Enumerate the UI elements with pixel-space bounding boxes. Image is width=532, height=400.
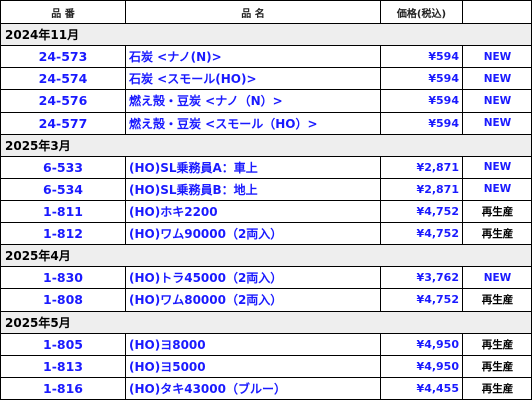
product-name-link[interactable]: (HO)SL乗務員A：車上 [125,155,381,179]
table-row: 24-576 燃え殻・豆炭 <ナノ（N）> ¥594 NEW [0,89,532,113]
status-badge: NEW [462,266,532,290]
product-code-link[interactable]: 24-577 [0,111,126,135]
header-name: 品 名 [125,0,381,25]
product-price: ¥594 [380,67,463,91]
product-price: ¥594 [380,89,463,113]
group-title: 2025年3月 [0,133,532,157]
product-price: ¥4,950 [380,354,463,378]
status-badge: 再生産 [462,332,532,356]
product-price: ¥2,871 [380,177,463,201]
table-row: 24-577 燃え殻・豆炭 <スモール（HO）> ¥594 NEW [0,111,532,135]
table-row: 24-573 石炭 <ナノ(N)> ¥594 NEW [0,45,532,69]
product-name-link[interactable]: 燃え殻・豆炭 <スモール（HO）> [125,111,381,135]
group-header-row: 2025年5月 [0,310,532,334]
product-price: ¥594 [380,111,463,135]
table-row: 6-533 (HO)SL乗務員A：車上 ¥2,871 NEW [0,155,532,179]
product-code-link[interactable]: 1-811 [0,199,126,224]
status-badge: NEW [462,67,532,91]
table-row: 1-812 (HO)ワム90000（2両入） ¥4,752 再生産 [0,222,532,246]
status-badge: 再生産 [462,376,532,400]
product-name-link[interactable]: 石炭 <スモール(HO)> [125,67,381,91]
product-code-link[interactable]: 1-830 [0,266,126,290]
header-code: 品 番 [0,0,126,25]
product-code-link[interactable]: 1-805 [0,332,126,356]
product-code-link[interactable]: 1-808 [0,288,126,312]
table-row: 24-574 石炭 <スモール(HO)> ¥594 NEW [0,67,532,91]
group-title: 2025年5月 [0,310,532,334]
product-code-link[interactable]: 24-574 [0,67,126,91]
product-name-link[interactable]: (HO)ホキ2200 [125,199,381,224]
group-header-row: 2025年4月 [0,244,532,268]
table-row: 1-816 (HO)タキ43000（ブルー） ¥4,455 再生産 [0,376,532,400]
group-header-row: 2024年11月 [0,23,532,47]
table-row: 1-813 (HO)ヨ5000 ¥4,950 再生産 [0,354,532,378]
product-name-link[interactable]: 石炭 <ナノ(N)> [125,45,381,69]
product-name-link[interactable]: (HO)ワム80000（2両入） [125,288,381,312]
product-code-link[interactable]: 24-573 [0,45,126,69]
product-code-link[interactable]: 6-534 [0,177,126,201]
status-badge: 再生産 [462,222,532,246]
product-price: ¥4,752 [380,199,463,224]
table-row: 1-805 (HO)ヨ8000 ¥4,950 再生産 [0,332,532,356]
status-badge: 再生産 [462,199,532,224]
table-row: 1-808 (HO)ワム80000（2両入） ¥4,752 再生産 [0,288,532,312]
product-name-link[interactable]: (HO)トラ45000（2両入） [125,266,381,290]
product-code-link[interactable]: 1-812 [0,222,126,246]
product-name-link[interactable]: (HO)ヨ8000 [125,332,381,356]
product-name-link[interactable]: (HO)ヨ5000 [125,354,381,378]
product-price: ¥4,752 [380,288,463,312]
product-price: ¥4,455 [380,376,463,400]
product-name-link[interactable]: (HO)ワム90000（2両入） [125,222,381,246]
product-price: ¥594 [380,45,463,69]
product-code-link[interactable]: 1-816 [0,376,126,400]
status-badge: NEW [462,111,532,135]
product-price: ¥4,752 [380,222,463,246]
table-row: 6-534 (HO)SL乗務員B：地上 ¥2,871 NEW [0,177,532,201]
status-badge: NEW [462,177,532,201]
product-code-link[interactable]: 24-576 [0,89,126,113]
product-name-link[interactable]: 燃え殻・豆炭 <ナノ（N）> [125,89,381,113]
group-header-row: 2025年3月 [0,133,532,157]
group-title: 2025年4月 [0,244,532,268]
product-price: ¥2,871 [380,155,463,179]
group-title: 2024年11月 [0,23,532,47]
table-row: 1-811 (HO)ホキ2200 ¥4,752 再生産 [0,199,532,224]
product-code-link[interactable]: 1-813 [0,354,126,378]
status-badge: NEW [462,155,532,179]
product-code-link[interactable]: 6-533 [0,155,126,179]
product-name-link[interactable]: (HO)SL乗務員B：地上 [125,177,381,201]
product-name-link[interactable]: (HO)タキ43000（ブルー） [125,376,381,400]
status-badge: 再生産 [462,354,532,378]
status-badge: NEW [462,45,532,69]
table-row: 1-830 (HO)トラ45000（2両入） ¥3,762 NEW [0,266,532,290]
status-badge: 再生産 [462,288,532,312]
header-price: 価格(税込) [380,0,463,25]
table-header-row: 品 番 品 名 価格(税込) [0,0,532,25]
status-badge: NEW [462,89,532,113]
header-status [462,0,532,25]
product-price: ¥3,762 [380,266,463,290]
product-price: ¥4,950 [380,332,463,356]
